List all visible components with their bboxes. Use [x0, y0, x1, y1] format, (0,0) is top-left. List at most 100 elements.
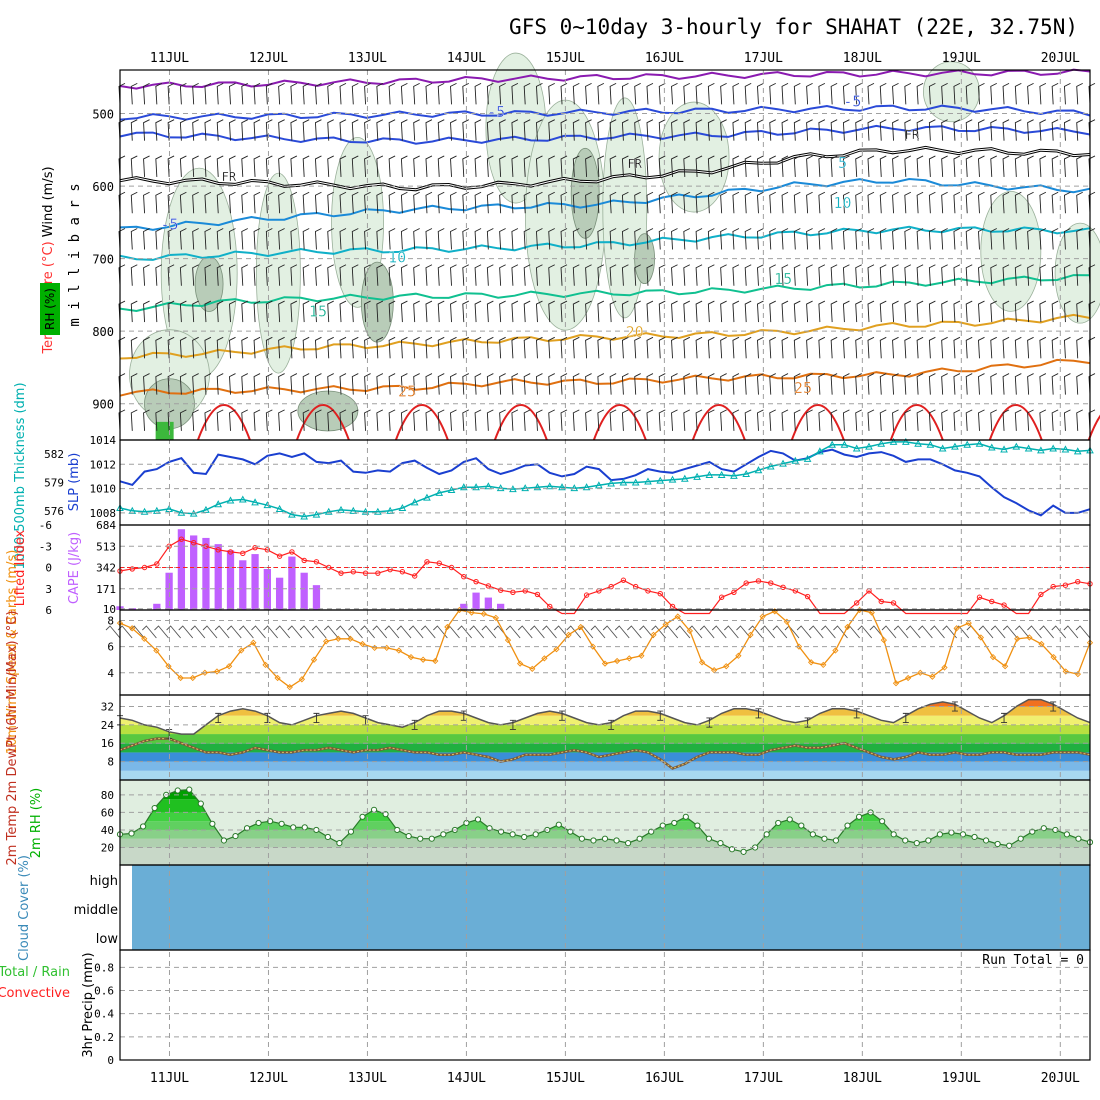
li-point	[1050, 583, 1056, 590]
precip-axis-label: 3hr Precip (mm)	[81, 952, 96, 1057]
isotherm-label: 15	[774, 270, 792, 288]
top-date-label: 18JUL	[843, 51, 882, 66]
wind10-barb	[287, 625, 303, 639]
upper-wind-barb	[941, 373, 948, 395]
cape-axis-label: CAPE (J/kg)	[67, 532, 82, 604]
upper-wind-barb	[302, 300, 310, 323]
rh-point	[232, 832, 239, 840]
temp-minmax-bar	[559, 710, 566, 721]
wind10-point	[880, 636, 888, 644]
isotherm-label: FR	[627, 157, 642, 171]
upper-wind-barb	[793, 409, 801, 431]
upper-wind-barb	[842, 336, 850, 359]
upper-wind-barb	[842, 191, 850, 214]
upper-wind-barb	[830, 300, 838, 323]
upper-wind-barb	[646, 82, 654, 105]
bottom-date-label: 20JUL	[1041, 1071, 1080, 1086]
upper-wind-barb	[278, 228, 285, 250]
upper-wind-barb	[879, 191, 887, 214]
upper-wind-barb	[523, 373, 531, 395]
rh-point	[601, 835, 609, 842]
cape-bar	[190, 535, 198, 610]
rh-point	[301, 824, 308, 831]
upper-wind-barb	[1051, 336, 1059, 359]
upper-wind-barb	[192, 409, 199, 431]
wind10-barb	[178, 625, 194, 639]
upper-wind-barb	[928, 300, 936, 323]
wind10-point	[929, 673, 936, 680]
upper-wind-barb	[904, 228, 912, 250]
upper-wind-barb	[560, 264, 568, 286]
upper-wind-barb	[744, 228, 752, 250]
upper-wind-barb	[523, 155, 531, 177]
upper-wind-barb	[757, 119, 764, 141]
upper-wind-barb	[892, 336, 899, 359]
upper-wind-barb	[364, 264, 371, 286]
upper-wind-barb	[450, 155, 457, 177]
li-point	[718, 594, 725, 600]
li-point	[547, 603, 553, 610]
upper-wind-barb	[425, 228, 433, 250]
upper-wind-barb	[130, 191, 138, 214]
temp-minmax-bar	[608, 719, 615, 730]
isotherm-label: 15	[309, 303, 327, 321]
li-point	[178, 536, 185, 542]
upper-wind-barb	[941, 300, 948, 323]
pressure-tick-label: 800	[92, 325, 114, 339]
upper-wind-barb	[143, 300, 150, 323]
upper-wind-barb	[781, 409, 789, 431]
upper-wind-barb	[892, 228, 899, 250]
upper-wind-barb	[351, 264, 359, 286]
wind10-barb	[105, 625, 121, 639]
upper-wind-barb	[683, 300, 691, 323]
upper-wind-barb	[978, 409, 985, 431]
li-point	[375, 570, 381, 576]
upper-wind-barb	[585, 336, 592, 359]
upper-wind-barb	[437, 300, 445, 323]
upper-wind-barb	[425, 155, 433, 177]
upper-wind-barb	[585, 119, 592, 141]
upper-wind-barb	[867, 409, 875, 431]
upper-wind-barb	[167, 82, 175, 105]
upper-wind-barb	[818, 300, 826, 323]
rh-point	[151, 804, 158, 812]
li-point	[190, 540, 197, 546]
upper-wind-barb	[511, 373, 519, 395]
upper-wind-barb	[585, 300, 592, 323]
upper-wind-barb	[609, 191, 617, 214]
upper-wind-barb	[1039, 155, 1047, 177]
upper-wind-barb	[867, 264, 875, 286]
rh-point	[913, 839, 920, 847]
upper-wind-barb	[167, 264, 175, 286]
upper-wind-barb	[928, 228, 936, 250]
upper-wind-barb	[634, 82, 641, 105]
rh-point	[532, 831, 539, 838]
upper-wind-barb	[265, 336, 273, 359]
upper-wind-barb	[400, 264, 408, 286]
upper-wind-barb	[314, 373, 322, 395]
upper-wind-barb	[793, 228, 801, 250]
upper-wind-barb	[130, 155, 138, 177]
wind10-point	[444, 623, 451, 631]
upper-wind-barb	[842, 373, 850, 395]
rh-point	[336, 839, 343, 847]
upper-wind-barb	[1039, 373, 1047, 395]
wind10-barb	[396, 625, 412, 639]
upper-wind-barb	[830, 336, 838, 359]
upper-wind-barb	[437, 155, 445, 177]
temp-band	[120, 724, 1090, 735]
wind10-barb	[942, 625, 957, 639]
upper-wind-barb	[339, 82, 347, 105]
upper-wind-barb	[253, 119, 261, 141]
wind10-barb	[202, 625, 218, 639]
upper-wind-barb	[474, 191, 482, 214]
upper-wind-barb	[904, 191, 912, 214]
upper-wind-barb	[536, 119, 543, 141]
rh-point	[255, 819, 262, 827]
thickness-point	[189, 509, 198, 517]
wind10-barb	[275, 625, 291, 639]
upper-wind-barb	[290, 228, 298, 250]
upper-wind-barb	[597, 300, 605, 323]
upper-wind-barb	[523, 191, 531, 214]
